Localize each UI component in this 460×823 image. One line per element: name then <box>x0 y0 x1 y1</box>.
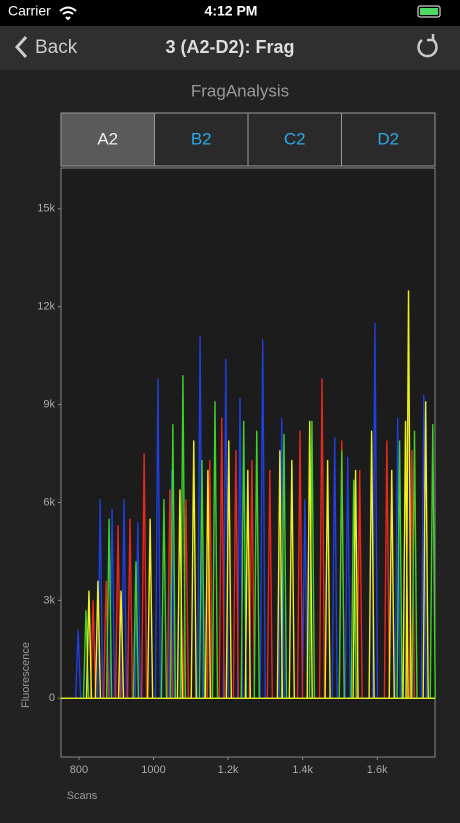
peak <box>176 489 184 699</box>
peak <box>422 401 429 699</box>
peak <box>85 590 93 699</box>
refresh-button[interactable] <box>417 34 438 58</box>
y-tick-label: 0 <box>49 692 55 704</box>
peak <box>278 417 285 699</box>
tab-label[interactable]: C2 <box>284 129 306 148</box>
carrier: Carrier <box>8 3 51 19</box>
peak <box>146 518 154 699</box>
tab[interactable] <box>247 112 342 167</box>
peak <box>368 430 375 699</box>
nav-title: 3 (A2-D2): Frag <box>165 37 294 57</box>
y-tick-label: 12k <box>37 301 55 313</box>
peak <box>206 460 213 699</box>
peak <box>132 561 140 699</box>
peak <box>259 339 266 699</box>
y-axis-title: Fluorescence <box>20 642 32 708</box>
header: FragAnalysis <box>191 81 289 100</box>
plot: 0 3k 6k 9k 12k 15k 800 1000 1.2k 1.4k 1.6k <box>37 203 436 776</box>
peak <box>352 469 359 699</box>
peak <box>288 460 296 699</box>
peak <box>74 629 82 699</box>
peak <box>388 469 395 699</box>
y-tick-label: 9k <box>43 398 55 410</box>
x-axis-title: Scans <box>67 790 98 802</box>
tab-label[interactable]: B2 <box>191 129 212 148</box>
tab-label[interactable]: A2 <box>97 129 118 148</box>
clock: 4:12 PM <box>205 3 258 19</box>
peak <box>338 450 345 699</box>
x-tick-label: 1.4k <box>292 764 313 776</box>
peak <box>134 522 142 699</box>
peak <box>248 460 256 699</box>
peak <box>383 440 391 699</box>
tab[interactable] <box>341 112 436 167</box>
peak <box>350 479 357 699</box>
tab[interactable] <box>60 112 155 167</box>
x-tick-label: 1.2k <box>218 764 239 776</box>
peak <box>324 460 331 699</box>
tabs: A2 B2 C2 D2 <box>60 112 436 167</box>
status-bar <box>0 0 460 26</box>
battery-level <box>420 8 438 15</box>
y-tick-label: 15k <box>37 203 55 215</box>
x-tick-label: 800 <box>70 764 88 776</box>
peak <box>253 430 260 699</box>
peak <box>198 460 206 699</box>
y-tick-label: 6k <box>43 496 55 508</box>
peak <box>211 401 219 699</box>
peak <box>394 417 401 699</box>
peak <box>411 430 418 699</box>
peak <box>240 420 247 699</box>
peak <box>244 469 252 699</box>
peak <box>306 420 313 699</box>
tab-label[interactable]: D2 <box>377 129 399 148</box>
nav-bar <box>0 26 460 70</box>
x-tick-label: 1.6k <box>367 764 388 776</box>
tab[interactable] <box>154 112 249 167</box>
peak <box>296 430 304 699</box>
back-button[interactable]: Back <box>35 37 78 58</box>
peak <box>117 590 125 699</box>
peak <box>225 440 232 699</box>
peak <box>280 433 288 699</box>
peak <box>301 499 309 699</box>
peak <box>405 290 412 699</box>
peak <box>196 336 204 699</box>
peak <box>169 424 177 699</box>
peak <box>429 424 436 699</box>
peak <box>204 469 212 699</box>
peak <box>331 437 338 699</box>
peak <box>94 580 102 699</box>
peak <box>276 450 284 699</box>
wifi-icon <box>59 6 77 21</box>
peak <box>308 420 316 699</box>
battery <box>417 5 441 18</box>
x-tick-label: 1000 <box>141 764 165 776</box>
peak <box>232 450 240 699</box>
peak <box>344 456 351 699</box>
peak <box>105 518 113 699</box>
plot-area <box>60 167 436 758</box>
peak <box>154 378 162 699</box>
peak <box>126 518 134 699</box>
peak <box>160 499 168 699</box>
peak <box>168 469 175 699</box>
peak <box>266 469 274 699</box>
peak <box>190 440 197 699</box>
peak <box>140 453 148 699</box>
back-arrow[interactable] <box>14 35 28 59</box>
peak <box>318 378 326 699</box>
peak <box>396 440 403 699</box>
peak <box>420 394 428 699</box>
peak <box>356 469 363 699</box>
y-tick-label: 3k <box>43 594 55 606</box>
peak <box>218 417 225 699</box>
